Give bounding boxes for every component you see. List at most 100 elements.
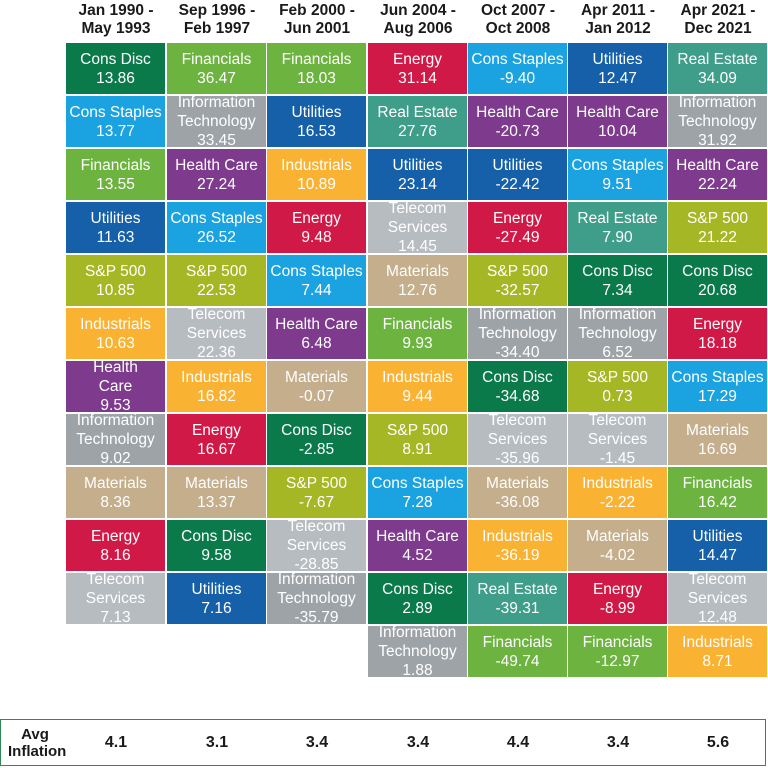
sector-name: Health Care bbox=[175, 156, 258, 174]
sector-name: Real Estate bbox=[677, 50, 758, 68]
sector-return-value: -4.02 bbox=[599, 546, 636, 564]
sector-cell: Utilities 12.47 bbox=[568, 43, 667, 94]
sector-name: Utilities bbox=[291, 103, 342, 121]
sector-name: Cons Staples bbox=[471, 50, 564, 68]
sector-name: Utilities bbox=[191, 580, 242, 598]
sector-return-value: 13.86 bbox=[96, 69, 135, 87]
sector-return-value: 31.92 bbox=[698, 132, 737, 147]
sector-return-value: 9.44 bbox=[402, 387, 433, 405]
period-header: Oct 2007 - Oct 2008 bbox=[468, 2, 568, 42]
sector-cell: Information Technology -34.40 bbox=[468, 308, 567, 359]
sector-cell: Information Technology -35.79 bbox=[267, 573, 366, 624]
sector-return-value: -34.40 bbox=[495, 344, 540, 359]
period-start: Apr 2011 - bbox=[580, 2, 656, 19]
sector-cell: Cons Disc 7.34 bbox=[568, 255, 667, 306]
sector-cell: Cons Staples 7.44 bbox=[267, 255, 366, 306]
sector-return-value: 16.53 bbox=[297, 122, 336, 140]
sector-name: S&P 500 bbox=[487, 262, 548, 280]
sector-name: Information Technology bbox=[578, 308, 657, 342]
sector-cell: Utilities 23.14 bbox=[368, 149, 467, 200]
sector-return-value: 16.82 bbox=[197, 387, 236, 405]
period-end: Feb 1997 bbox=[183, 20, 251, 37]
period-end: Oct 2008 bbox=[485, 20, 551, 37]
sector-name: Information Technology bbox=[177, 96, 256, 130]
sector-cell: Real Estate -39.31 bbox=[468, 573, 567, 624]
sector-name: Health Care bbox=[376, 527, 459, 545]
sector-name: Materials bbox=[486, 474, 549, 492]
sector-return-value: 0.73 bbox=[602, 387, 633, 405]
period-end: May 1993 bbox=[81, 20, 151, 37]
sector-return-value: 22.53 bbox=[197, 281, 236, 299]
sector-return-value: 8.16 bbox=[100, 546, 131, 564]
sector-return-value: 7.34 bbox=[602, 281, 633, 299]
sector-return-value: 6.52 bbox=[602, 344, 633, 359]
sector-return-value: 14.45 bbox=[398, 238, 437, 253]
sector-cell: Telecom Services 7.13 bbox=[66, 573, 165, 624]
sector-cell: Materials -36.08 bbox=[468, 467, 567, 518]
sector-return-value: 7.16 bbox=[201, 599, 232, 617]
sector-cell: Industrials 9.44 bbox=[368, 361, 467, 412]
sector-return-value: 22.24 bbox=[698, 175, 737, 193]
sector-name: Cons Disc bbox=[682, 262, 753, 280]
sector-return-value: -8.99 bbox=[599, 599, 636, 617]
sector-name: Telecom Services bbox=[587, 414, 648, 448]
sector-cell: Information Technology 31.92 bbox=[668, 96, 767, 147]
period-header: Apr 2011 - Jan 2012 bbox=[568, 2, 668, 42]
sector-cell: Materials 12.76 bbox=[368, 255, 467, 306]
sector-name: Industrials bbox=[181, 368, 252, 386]
sector-return-value: 12.47 bbox=[598, 69, 637, 87]
sector-return-value: -34.68 bbox=[495, 387, 540, 405]
sector-cell: Cons Disc -34.68 bbox=[468, 361, 567, 412]
sector-name: Industrials bbox=[382, 368, 453, 386]
sector-name: Cons Disc bbox=[80, 50, 151, 68]
sector-cell: Cons Disc 2.89 bbox=[368, 573, 467, 624]
sector-return-value: 1.88 bbox=[402, 662, 433, 677]
sector-return-value: 7.90 bbox=[602, 228, 633, 246]
sector-name: Energy bbox=[90, 527, 141, 545]
sector-name: Cons Disc bbox=[582, 262, 653, 280]
sector-name: Health Care bbox=[93, 361, 138, 395]
sector-return-value: 10.63 bbox=[96, 334, 135, 352]
sector-return-value: -32.57 bbox=[495, 281, 540, 299]
sector-cell: S&P 500 21.22 bbox=[668, 202, 767, 253]
sector-cell: Cons Staples 7.28 bbox=[368, 467, 467, 518]
sector-name: Cons Staples bbox=[371, 474, 464, 492]
sector-name: Cons Staples bbox=[69, 103, 162, 121]
sector-return-value: 22.36 bbox=[197, 344, 236, 359]
sector-cell: Industrials 8.71 bbox=[668, 626, 767, 677]
sector-cell: Telecom Services 12.48 bbox=[668, 573, 767, 624]
sector-name: Industrials bbox=[80, 315, 151, 333]
sector-return-value: -9.40 bbox=[499, 69, 536, 87]
sector-return-value: 7.44 bbox=[301, 281, 332, 299]
sector-name: Financials bbox=[181, 50, 252, 68]
sector-name: Cons Staples bbox=[170, 209, 263, 227]
sector-cell: Financials 36.47 bbox=[167, 43, 266, 94]
sector-return-value: 9.93 bbox=[402, 334, 433, 352]
sector-cell: Industrials 16.82 bbox=[167, 361, 266, 412]
sector-cell: S&P 500 10.85 bbox=[66, 255, 165, 306]
sector-cell: Financials 18.03 bbox=[267, 43, 366, 94]
sector-cell: Energy 8.16 bbox=[66, 520, 165, 571]
sector-cell: Cons Disc -2.85 bbox=[267, 414, 366, 465]
sector-return-value: 10.04 bbox=[598, 122, 637, 140]
sector-return-value: -36.08 bbox=[495, 493, 540, 511]
avg-inflation-label: Avg Inflation bbox=[8, 726, 67, 760]
sector-return-value: 9.58 bbox=[201, 546, 232, 564]
avg-inflation-value: 5.6 bbox=[706, 734, 730, 751]
sector-cell: Health Care 9.53 bbox=[66, 361, 165, 412]
sector-name: Industrials bbox=[682, 633, 753, 651]
sector-name: Information Technology bbox=[277, 573, 356, 607]
sector-cell: Industrials -36.19 bbox=[468, 520, 567, 571]
sector-cell: Telecom Services -35.96 bbox=[468, 414, 567, 465]
sector-return-value: 13.55 bbox=[96, 175, 135, 193]
sector-cell: Real Estate 34.09 bbox=[668, 43, 767, 94]
sector-return-value: -36.19 bbox=[495, 546, 540, 564]
sector-name: Financials bbox=[80, 156, 151, 174]
sector-name: Telecom Services bbox=[286, 520, 347, 554]
sector-return-value: 9.51 bbox=[602, 175, 633, 193]
sector-name: Information Technology bbox=[478, 308, 557, 342]
sector-name: Industrials bbox=[482, 527, 553, 545]
sector-name: Financials bbox=[682, 474, 753, 492]
sector-cell: Energy 16.67 bbox=[167, 414, 266, 465]
sector-return-value: 18.18 bbox=[698, 334, 737, 352]
